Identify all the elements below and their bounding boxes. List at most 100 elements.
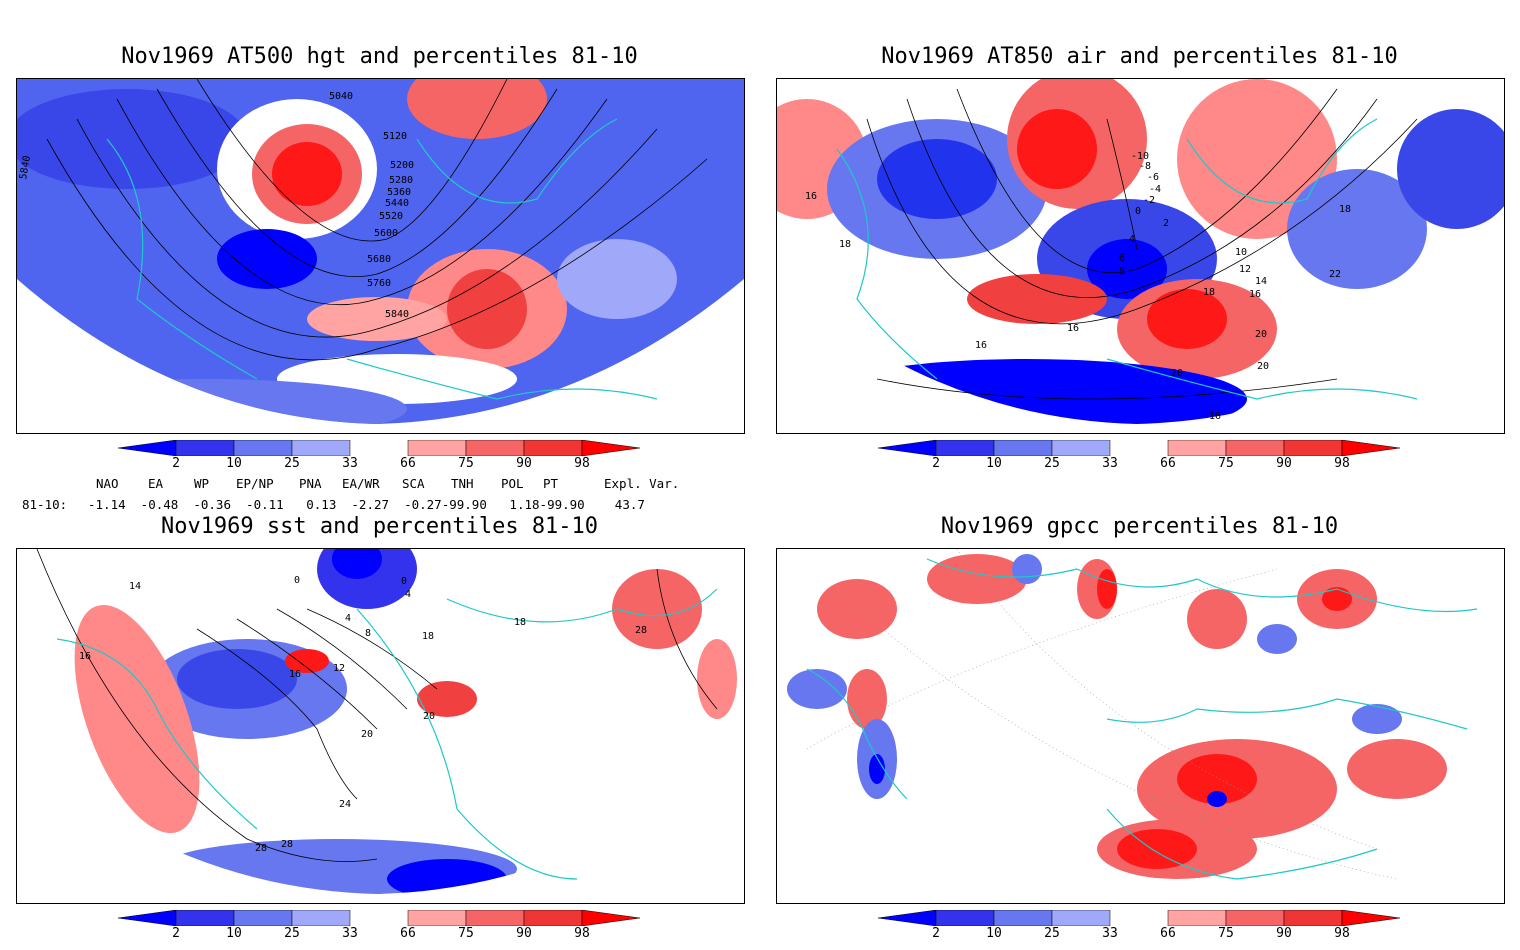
index-header: EA/WR: [342, 476, 380, 491]
colorbar-tick: 33: [342, 456, 358, 471]
contour-label: 14: [129, 581, 141, 592]
colorbar-tick: 10: [226, 456, 242, 471]
index-header: EP/NP: [236, 476, 274, 491]
contour-label: 5360: [387, 187, 411, 198]
contour-label: 18: [514, 617, 526, 628]
contour-label: 20: [1257, 361, 1269, 372]
contour-label: 28: [255, 843, 267, 854]
contour-label: 0: [1135, 206, 1141, 217]
panel-title-gpcc: Nov1969 gpcc percentiles 81-10: [940, 514, 1339, 539]
contour-label: 5440: [385, 198, 409, 209]
colorbar-air850: 2 10 25 33 66 75 90 98: [878, 440, 1402, 480]
colorbar-gpcc: 2 10 25 33 66 75 90 98: [878, 910, 1402, 950]
contour-labels: 5040 5120 5200 5280 5360 5440 5520 5600 …: [18, 91, 414, 320]
contour-label: 18: [1339, 204, 1351, 215]
index-header: EA: [148, 476, 164, 491]
map-panel-air850: -10 -8 -6 -4 -2 0 2 4 6 8 10 12 14 16 16…: [776, 78, 1505, 434]
colorbar-hgt500: 2 10 25 33 66 75 90 98: [118, 440, 642, 480]
contour-label: 5040: [329, 91, 353, 102]
colorbar-tick: 33: [1102, 926, 1118, 941]
contour-label: 0: [294, 575, 300, 586]
contour-labels: -10 -8 -6 -4 -2 0 2 4 6 8 10 12 14 16 16…: [805, 151, 1351, 422]
colorbar-tick: 75: [458, 926, 474, 941]
colorbar-tick: 98: [574, 456, 590, 471]
contour-label: 5600: [374, 228, 398, 239]
contour-label: 28: [281, 839, 293, 850]
contour-label: 20: [1171, 368, 1183, 379]
map-sst: 0 0 4 4 8 12 16 20 20 24 28 28 28 16 18 …: [17, 549, 744, 894]
colorbar-swatches: [118, 440, 641, 456]
colorbar-tick: 2: [932, 926, 940, 941]
contour-label: 4: [1129, 234, 1135, 245]
contour-label: -4: [1149, 184, 1161, 195]
contour-label: 12: [1239, 264, 1251, 275]
contour-label: 5760: [367, 278, 391, 289]
colorbar-tick: 25: [284, 926, 300, 941]
colorbar-tick: 66: [400, 456, 416, 471]
contour-label: 16: [1209, 411, 1221, 422]
colorbar-sst: 2 10 25 33 66 75 90 98: [118, 910, 642, 950]
colorbar-tick: 90: [516, 456, 532, 471]
contour-label: -6: [1147, 172, 1159, 183]
colorbar-tick: 10: [986, 926, 1002, 941]
contour-label: 16: [79, 651, 91, 662]
colorbar-tick: 98: [574, 926, 590, 941]
contour-label: -10: [1131, 151, 1149, 162]
map-panel-sst: 0 0 4 4 8 12 16 20 20 24 28 28 28 16 18 …: [16, 548, 745, 904]
colorbar-tick: 90: [1276, 926, 1292, 941]
colorbar-tick: 2: [172, 926, 180, 941]
colorbar-swatches: [118, 910, 641, 926]
contour-label: 5120: [383, 131, 407, 142]
colorbar-tick: 66: [400, 926, 416, 941]
contour-label: 20: [361, 729, 373, 740]
colorbar-tick: 75: [1218, 456, 1234, 471]
index-header: WP: [194, 476, 210, 491]
colorbar-tick: 33: [1102, 456, 1118, 471]
colorbar-tick: 90: [1276, 456, 1292, 471]
index-header: TNH: [451, 476, 474, 491]
map-hgt500: 5040 5120 5200 5280 5360 5440 5520 5600 …: [17, 79, 744, 424]
contour-label: 4: [345, 613, 351, 624]
colorbar-tick: 25: [1044, 456, 1060, 471]
colorbar-tick: 98: [1334, 926, 1350, 941]
colorbar-tick: 66: [1160, 456, 1176, 471]
contour-label: 10: [1235, 247, 1247, 258]
colorbar-tick: 66: [1160, 926, 1176, 941]
colorbar-tick: 25: [1044, 926, 1060, 941]
contour-labels: 0 0 4 4 8 12 16 20 20 24 28 28 28 16 18 …: [79, 575, 647, 854]
contour-label: 4: [405, 589, 411, 600]
index-row-label: 81-10:: [22, 497, 68, 512]
contour-label: 28: [635, 625, 647, 636]
colorbar-tick: 25: [284, 456, 300, 471]
colorbar-tick: 90: [516, 926, 532, 941]
index-header: SCA: [402, 476, 425, 491]
colorbar-tick: 75: [458, 456, 474, 471]
index-header: PNA: [299, 476, 322, 491]
contour-label: -2: [1143, 195, 1155, 206]
contour-label: 5840: [385, 309, 409, 320]
map-gpcc: [777, 549, 1504, 894]
colorbar-swatches: [878, 440, 1401, 456]
contour-label: 16: [975, 340, 987, 351]
colorbar-tick: 2: [932, 456, 940, 471]
index-header: NAO: [96, 476, 119, 491]
contour-label: 18: [422, 631, 434, 642]
index-header: PT: [543, 476, 559, 491]
colorbar-tick: 10: [986, 456, 1002, 471]
contour-label: 14: [1255, 276, 1267, 287]
contour-label: 2: [1163, 218, 1169, 229]
colorbar-swatches: [878, 910, 1401, 926]
index-values: -1.14 -0.48 -0.36 -0.11 0.13 -2.27 -0.27…: [88, 497, 645, 512]
contour-label: 5680: [367, 254, 391, 265]
contour-label: 24: [339, 799, 351, 810]
colorbar-tick: 33: [342, 926, 358, 941]
contour-label: 5520: [379, 211, 403, 222]
contour-label: 16: [289, 669, 301, 680]
index-header: POL: [501, 476, 524, 491]
map-panel-hgt500: 5040 5120 5200 5280 5360 5440 5520 5600 …: [16, 78, 745, 434]
contour-label: 16: [1249, 289, 1261, 300]
contour-label: 20: [423, 711, 435, 722]
panel-title-air850: Nov1969 AT850 air and percentiles 81-10: [881, 44, 1398, 69]
contour-label: 16: [1067, 323, 1079, 334]
contour-label: 5200: [390, 160, 414, 171]
